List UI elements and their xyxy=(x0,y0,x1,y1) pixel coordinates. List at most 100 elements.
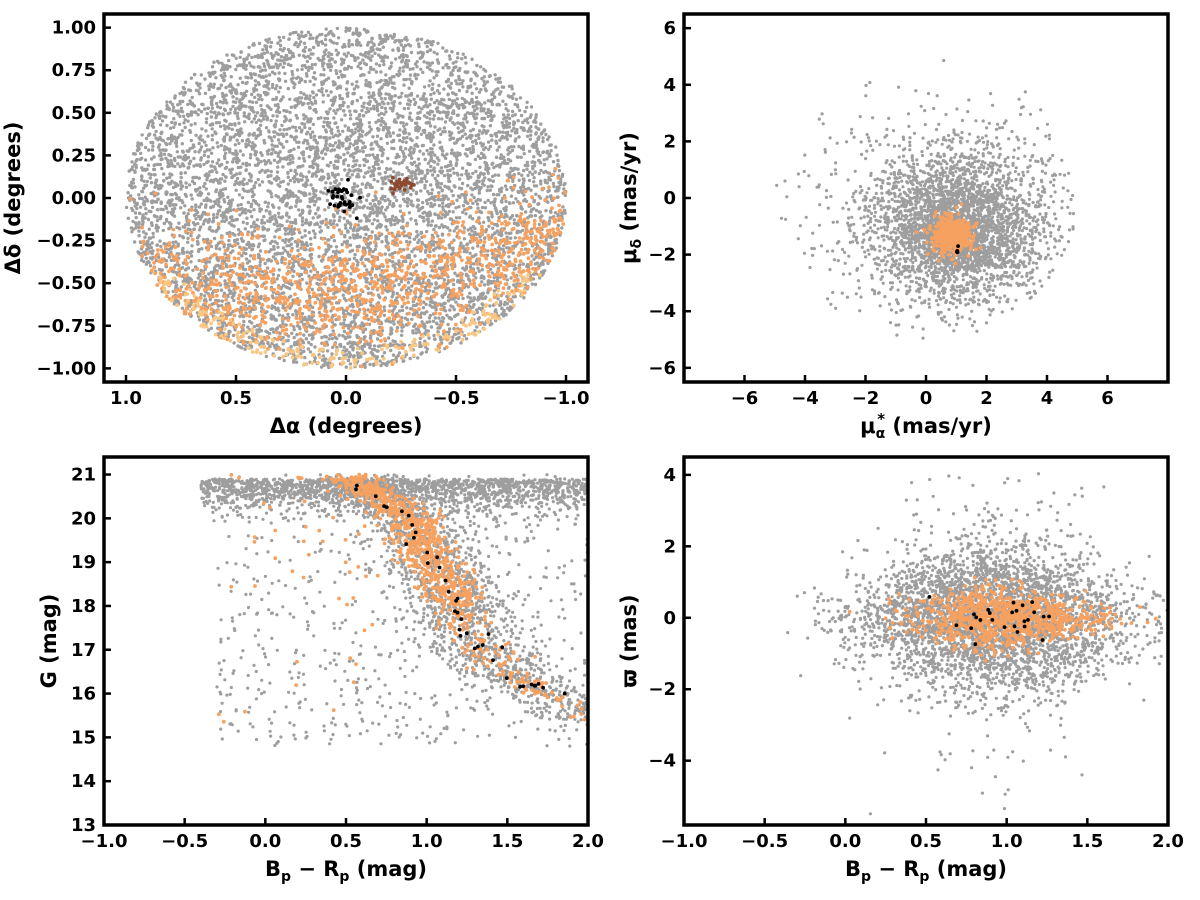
field-point xyxy=(432,227,436,232)
field-point xyxy=(168,141,172,146)
field-point xyxy=(229,201,233,205)
field-point xyxy=(509,194,514,198)
field-point xyxy=(238,76,242,80)
field-point xyxy=(291,31,296,35)
field-point xyxy=(435,73,439,78)
field-point xyxy=(247,178,251,183)
field-point xyxy=(332,239,337,243)
field-point xyxy=(425,148,429,153)
field-point xyxy=(308,79,312,84)
field-point xyxy=(337,218,342,223)
field-point xyxy=(216,225,221,229)
field-point xyxy=(193,110,198,115)
field-point xyxy=(275,170,280,174)
field-point xyxy=(271,97,275,102)
field-point xyxy=(472,195,476,200)
field-point xyxy=(333,175,337,179)
field-point xyxy=(343,158,348,162)
field-point xyxy=(432,76,436,80)
field-point xyxy=(504,131,508,135)
field-point xyxy=(496,87,500,91)
field-point xyxy=(209,164,213,168)
field-point xyxy=(463,196,467,200)
field-point xyxy=(372,344,377,348)
field-point xyxy=(342,67,347,71)
field-point xyxy=(475,325,479,329)
field-point xyxy=(442,98,446,102)
field-point xyxy=(557,180,561,185)
field-point xyxy=(372,178,376,182)
field-point xyxy=(257,41,262,46)
field-point xyxy=(274,219,278,223)
field-point xyxy=(471,201,475,205)
field-point xyxy=(431,289,435,294)
field-point xyxy=(460,166,465,170)
field-point xyxy=(221,172,225,177)
field-point xyxy=(284,203,288,208)
field-point xyxy=(426,223,430,227)
field-point xyxy=(348,236,352,240)
field-point xyxy=(321,191,325,195)
field-point xyxy=(428,124,433,128)
field-point xyxy=(471,171,475,176)
field-point xyxy=(445,62,449,67)
field-point xyxy=(416,157,421,161)
field-point xyxy=(254,83,258,88)
field-point xyxy=(414,303,418,308)
field-point xyxy=(507,201,512,205)
field-point xyxy=(259,69,263,73)
field-point xyxy=(219,288,224,292)
field-point xyxy=(282,291,286,295)
field-point xyxy=(198,86,202,90)
field-point xyxy=(231,333,236,338)
field-point xyxy=(406,197,411,202)
field-point xyxy=(425,105,430,109)
field-point xyxy=(544,132,548,137)
field-point xyxy=(463,268,467,272)
field-point xyxy=(477,269,481,273)
field-point xyxy=(268,189,272,194)
field-point xyxy=(398,209,403,213)
field-point xyxy=(352,87,357,91)
field-point xyxy=(516,119,520,123)
field-point xyxy=(507,255,511,259)
field-point xyxy=(323,282,327,286)
field-point xyxy=(181,236,186,240)
field-point xyxy=(275,326,280,330)
field-point xyxy=(332,219,336,223)
field-point xyxy=(457,177,462,181)
field-point xyxy=(323,43,328,47)
field-point xyxy=(498,156,502,160)
field-point xyxy=(246,325,250,329)
field-point xyxy=(482,125,486,129)
field-point xyxy=(448,57,452,61)
field-point xyxy=(159,207,163,211)
field-point xyxy=(483,236,487,241)
field-point xyxy=(259,113,263,118)
field-point xyxy=(302,101,306,106)
field-point xyxy=(228,215,233,220)
field-point xyxy=(488,304,492,308)
field-point xyxy=(451,210,455,214)
field-point xyxy=(300,67,304,72)
field-point xyxy=(167,255,172,259)
field-point xyxy=(399,39,404,43)
field-point xyxy=(266,62,270,66)
field-point xyxy=(289,134,293,138)
field-point xyxy=(380,153,384,158)
field-point xyxy=(162,172,166,176)
field-point xyxy=(169,158,173,163)
field-point xyxy=(309,66,313,70)
field-point xyxy=(450,148,454,152)
field-point xyxy=(454,206,458,210)
field-point xyxy=(340,97,345,101)
field-point xyxy=(384,134,389,138)
field-point xyxy=(351,31,356,35)
field-point xyxy=(209,270,213,274)
field-point xyxy=(449,151,454,155)
field-point xyxy=(269,52,273,56)
field-point xyxy=(336,156,341,160)
field-point xyxy=(278,43,283,48)
field-point xyxy=(277,90,281,94)
field-point xyxy=(189,138,193,143)
